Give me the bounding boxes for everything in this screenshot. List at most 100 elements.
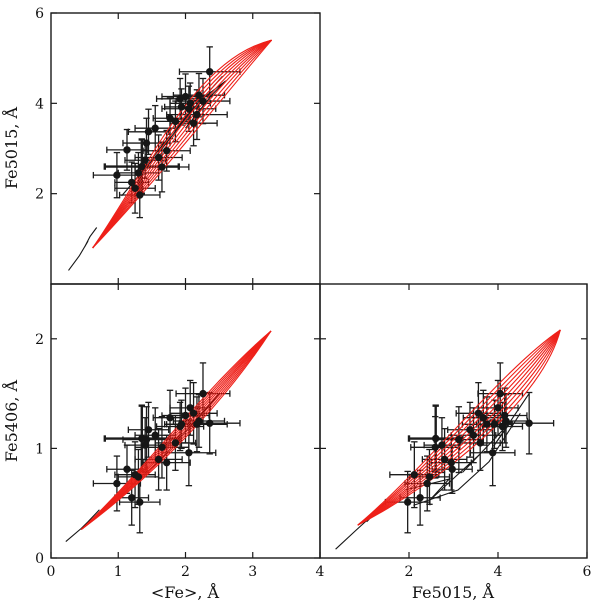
red-model-curve — [357, 329, 561, 526]
data-point — [154, 153, 163, 162]
data-point — [494, 404, 502, 412]
y-tick-label: 1 — [35, 441, 44, 457]
data-point — [186, 404, 194, 412]
data-point — [199, 389, 207, 398]
data-point — [469, 431, 478, 439]
data-point — [151, 431, 159, 439]
x-tick-label: 6 — [583, 564, 592, 580]
red-model-curve — [92, 39, 272, 249]
data-point — [136, 498, 144, 506]
data-point — [438, 441, 446, 449]
data-point — [498, 422, 507, 431]
data-point — [163, 458, 171, 467]
y-tick-label: 2 — [35, 187, 44, 203]
red-model-curve — [357, 329, 561, 526]
panel-border — [50, 12, 321, 285]
panel-border — [319, 283, 588, 559]
data-point — [489, 449, 497, 457]
red-model-curve — [357, 329, 561, 526]
data-point — [455, 435, 463, 444]
black-model-track — [68, 227, 98, 271]
data-point — [496, 389, 504, 398]
data-point — [423, 479, 431, 488]
data-point — [166, 114, 174, 122]
data-point — [136, 191, 144, 199]
red-model-curve — [357, 329, 561, 526]
data-point — [479, 414, 487, 422]
y-tick-label: 6 — [35, 6, 44, 22]
data-point — [440, 455, 449, 464]
data-point — [141, 441, 149, 449]
data-point — [113, 479, 121, 488]
data-point — [410, 471, 418, 479]
panel-fe5406-vs-fe: 0 1 2 3 4 0 1 2 — [35, 283, 325, 580]
data-point — [483, 420, 491, 428]
y-tick-label: 2 — [35, 332, 44, 348]
data-point — [199, 97, 207, 105]
red-model-curve — [80, 330, 272, 530]
data-point — [185, 105, 193, 113]
x-tick-label: 2 — [181, 564, 190, 580]
data-point — [141, 156, 149, 164]
data-point — [447, 458, 455, 467]
data-point — [206, 68, 214, 76]
data-point — [158, 443, 166, 451]
data-point — [193, 110, 201, 119]
black-model-track — [65, 509, 100, 543]
br-x-axis-label: Fe5015, Å — [412, 582, 495, 602]
data-point — [123, 465, 131, 473]
data-point — [474, 409, 483, 417]
data-point — [181, 411, 190, 420]
data-point — [144, 426, 153, 434]
data-point — [476, 439, 484, 447]
data-point — [166, 414, 174, 422]
data-point — [177, 420, 186, 428]
data-point — [128, 178, 136, 187]
red-model-curve — [357, 329, 561, 526]
y-tick-label: 4 — [35, 96, 44, 112]
data-point — [142, 139, 151, 147]
red-model-curve — [92, 39, 272, 249]
data-point — [404, 498, 412, 506]
data-point — [189, 119, 198, 127]
red-model-curve — [80, 330, 272, 530]
data-point — [144, 128, 153, 136]
data-point — [131, 471, 139, 479]
data-point — [425, 473, 434, 481]
data-point — [206, 419, 214, 427]
x-tick-label: 2 — [405, 564, 414, 580]
red-model-curve — [357, 329, 561, 526]
red-model-curve — [80, 330, 272, 530]
x-tick-label: 1 — [114, 564, 123, 580]
red-model-curve — [92, 39, 273, 249]
data-point — [154, 455, 163, 464]
data-point — [177, 103, 186, 111]
data-point — [163, 147, 171, 155]
red-model-curve — [92, 39, 272, 249]
panel-fe5406-vs-fe5015: 2 4 6 — [319, 283, 592, 580]
data-point — [432, 434, 440, 443]
panel-fe5015-vs-fe: 2 4 6 — [35, 6, 321, 285]
x-tick-label: 4 — [316, 564, 325, 580]
data-point — [134, 169, 143, 177]
red-model-curve — [357, 329, 561, 526]
red-model-curve — [92, 39, 272, 249]
data-point — [131, 184, 139, 192]
x-tick-label: 0 — [47, 564, 56, 580]
data-point — [158, 163, 166, 171]
data-point — [181, 92, 190, 101]
data-point — [490, 420, 499, 428]
data-point — [185, 449, 193, 457]
bl-x-axis-label: <Fe>, Å — [151, 582, 220, 602]
data-point — [128, 494, 136, 502]
data-point — [123, 146, 131, 154]
x-tick-label: 3 — [248, 564, 257, 580]
data-point — [416, 494, 424, 502]
data-point — [171, 117, 180, 126]
red-model-curve — [357, 329, 561, 526]
data-point — [151, 124, 159, 132]
data-point — [431, 443, 439, 451]
red-model-curve — [92, 39, 272, 249]
